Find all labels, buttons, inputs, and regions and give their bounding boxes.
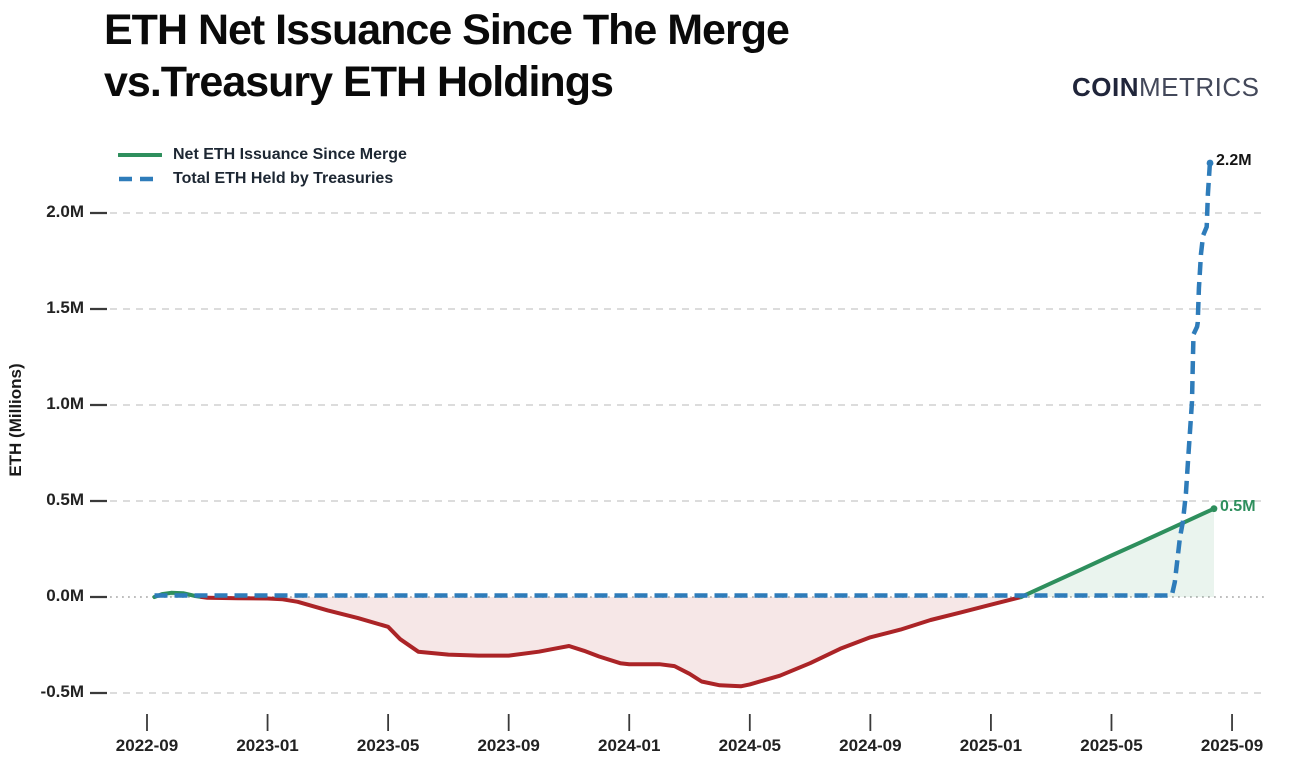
net-issuance-line-negative [199, 595, 1024, 689]
line-end-dot [1210, 505, 1218, 513]
annotation-label: 0.5M [1219, 497, 1256, 515]
x-tick-label: 2025-09 [1200, 736, 1264, 755]
treasuries-line [154, 161, 1213, 598]
x-tick-label: 2022-09 [115, 736, 179, 755]
x-tick-label: 2024-09 [839, 736, 902, 755]
y-tick-label: 2.0M [46, 202, 84, 221]
coinmetrics-logo: COINMETRICS [1072, 72, 1260, 103]
x-tick-label: 2023-09 [477, 736, 540, 755]
logo-coin-text: COIN [1072, 72, 1139, 102]
x-tick-label: 2023-05 [356, 736, 420, 755]
y-tick-label: 1.0M [46, 394, 84, 413]
line-end-dot [1206, 159, 1214, 167]
net-issuance-negative-area [201, 597, 1022, 687]
chart-title-line1: ETH Net Issuance Since The Merge [104, 6, 790, 54]
y-tick-label: -0.5M [40, 682, 84, 701]
legend-item-net-issuance: Net ETH Issuance Since Merge [118, 143, 407, 167]
chart-title: ETH Net Issuance Since The Merge vs.Trea… [104, 4, 790, 108]
legend-label-treasuries: Total ETH Held by Treasuries [173, 170, 394, 187]
y-tick-label: 1.5M [46, 298, 84, 317]
treasuries-dashed-line-swatch [119, 176, 161, 182]
x-tick-label: 2024-05 [718, 736, 781, 755]
annotation-label: 2.2M [1216, 152, 1252, 170]
net-issuance-line-swatch [118, 153, 162, 157]
chart-legend: Net ETH Issuance Since Merge Total ETH H… [118, 143, 407, 191]
legend-item-treasuries: Total ETH Held by Treasuries [118, 167, 407, 191]
y-tick-label: 0.5M [46, 490, 84, 509]
net-issuance-line-positive [1019, 506, 1216, 599]
y-tick-label: 0.0M [46, 586, 84, 605]
x-tick-label: 2023-01 [236, 736, 299, 755]
x-tick-label: 2025-01 [959, 736, 1023, 755]
legend-label-net-issuance: Net ETH Issuance Since Merge [173, 146, 407, 163]
x-tick-label: 2024-01 [598, 736, 661, 755]
x-tick-label: 2025-05 [1080, 736, 1143, 755]
logo-metrics-text: METRICS [1139, 72, 1260, 102]
chart-title-line2: vs.Treasury ETH Holdings [104, 58, 614, 106]
